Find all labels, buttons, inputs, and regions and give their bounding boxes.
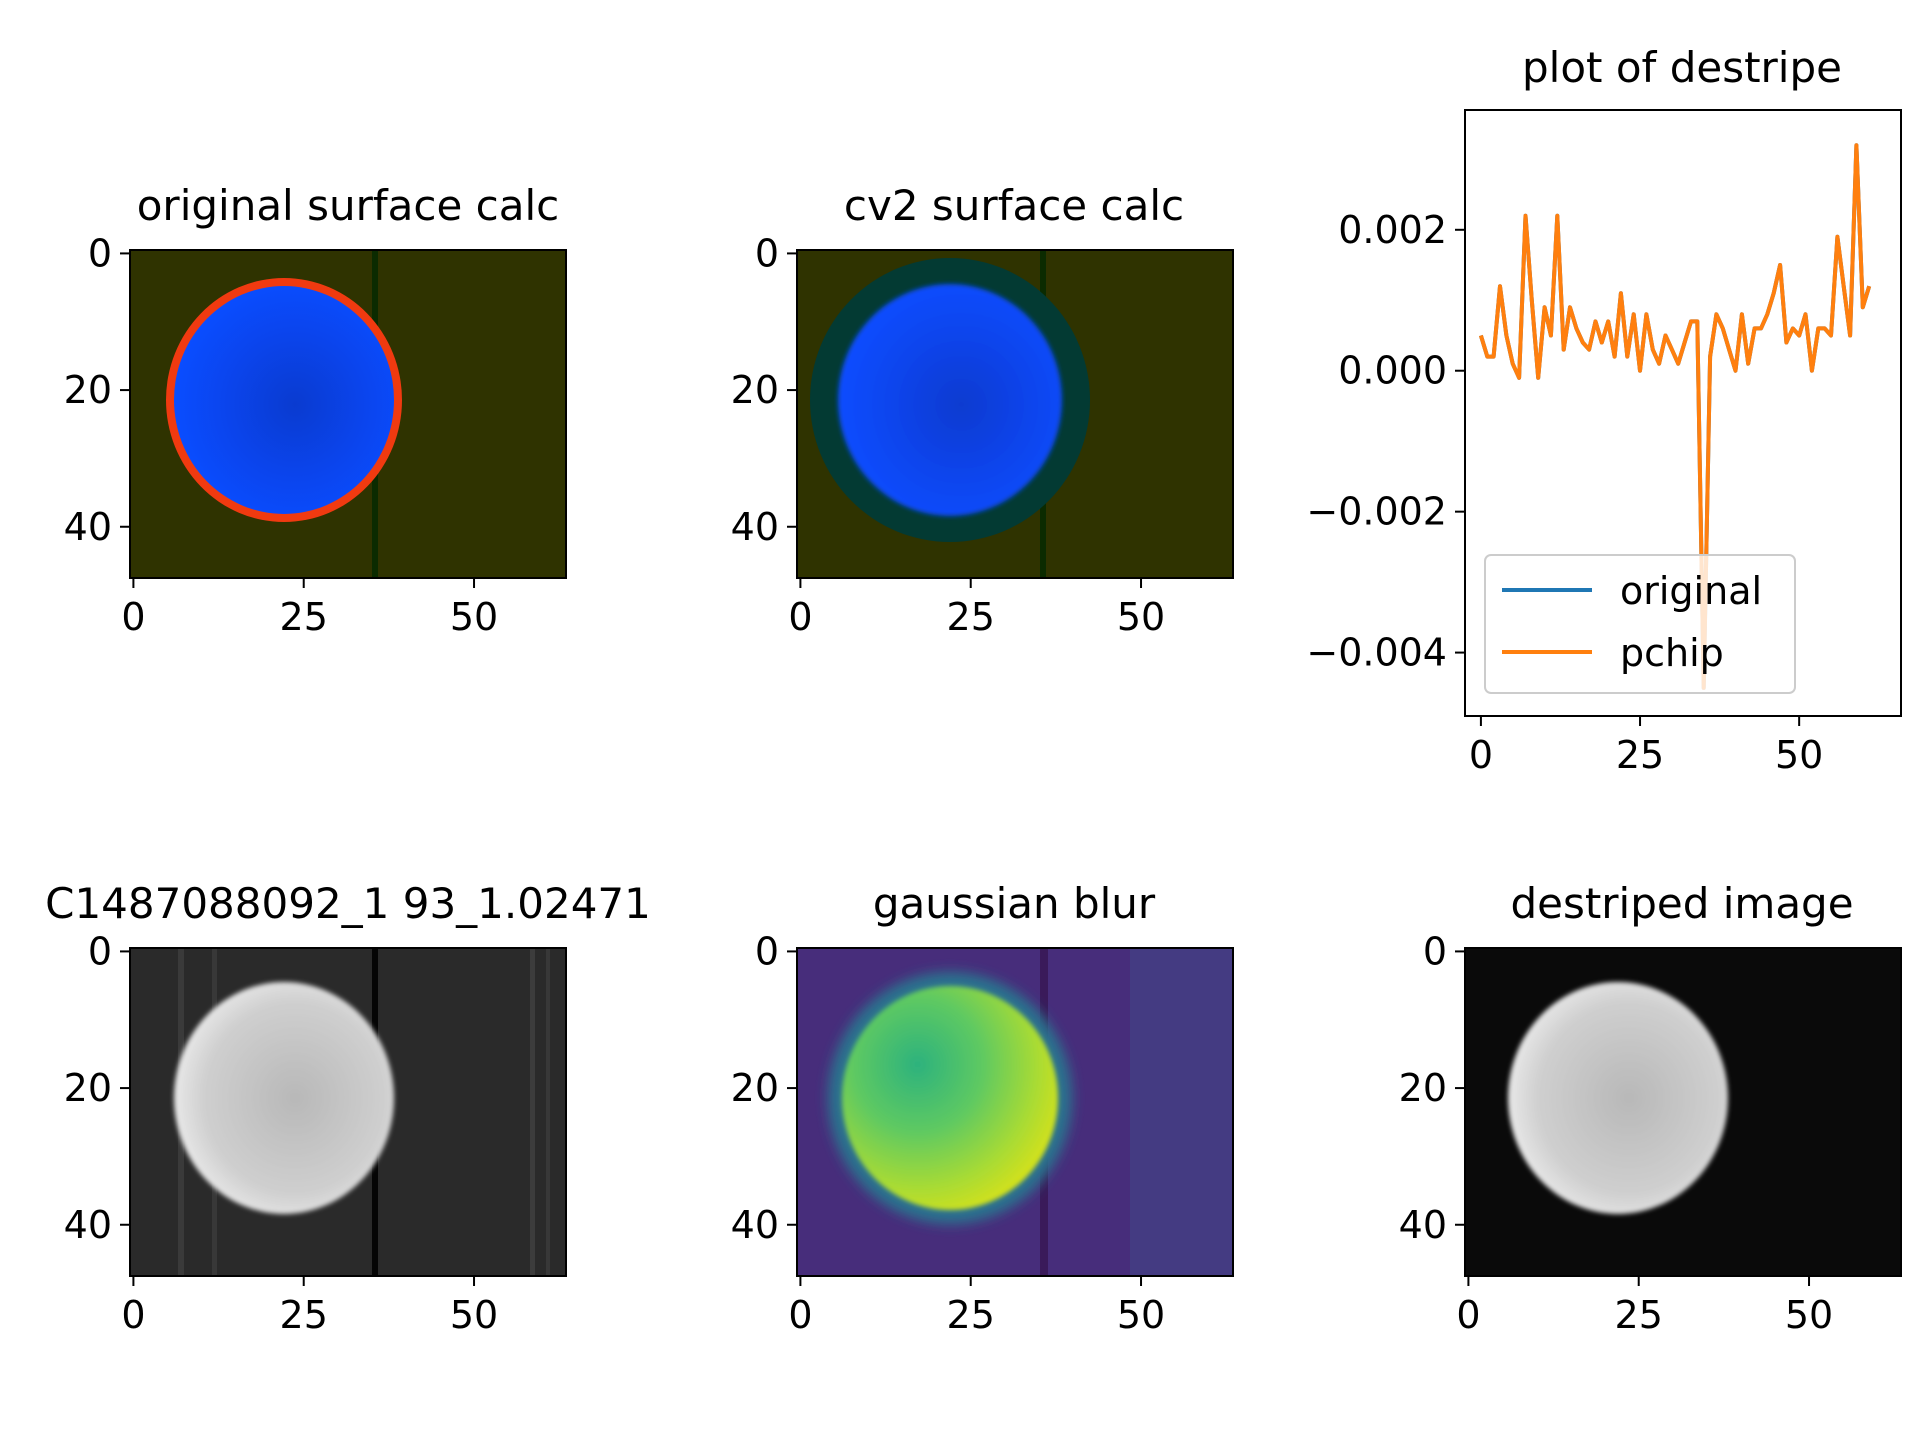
chart-x-tick-label: 25 (1616, 733, 1664, 777)
chart-x-tick-label: 0 (1469, 733, 1493, 777)
y-tick-label: 40 (731, 1203, 779, 1247)
circle-blob (1508, 982, 1728, 1214)
chart-legend: original pchip (1484, 554, 1796, 694)
x-tick-label: 0 (788, 1293, 812, 1337)
circle-blob (174, 982, 394, 1214)
x-tick-label: 50 (450, 1293, 498, 1337)
chart-y-tick-label: 0.002 (1338, 208, 1447, 252)
x-tick-label: 50 (1117, 595, 1165, 639)
chart-x-tick-label: 50 (1775, 733, 1823, 777)
image-frame (796, 249, 1234, 579)
x-tick-label: 0 (121, 595, 145, 639)
y-tick-label: 40 (64, 505, 112, 549)
y-tick-label: 40 (64, 1203, 112, 1247)
image-frame (1464, 947, 1902, 1277)
image-frame (129, 947, 567, 1277)
circle-blob (174, 286, 394, 514)
y-tick-label: 20 (731, 368, 779, 412)
x-tick-label: 25 (1615, 1293, 1663, 1337)
y-tick-label: 20 (1399, 1066, 1447, 1110)
x-tick-label: 25 (280, 595, 328, 639)
x-tick-label: 25 (947, 595, 995, 639)
y-tick-label: 40 (731, 505, 779, 549)
image-stripe (530, 948, 535, 1276)
legend-label-original: original (1620, 569, 1762, 613)
panel-title: destriped image (1510, 879, 1853, 928)
x-tick-label: 50 (1785, 1293, 1833, 1337)
panel-original-surface: original surface calc (129, 181, 567, 579)
x-tick-label: 0 (121, 1293, 145, 1337)
image-stripe (546, 948, 550, 1276)
panel-title: original surface calc (137, 181, 560, 230)
y-tick-label: 40 (1399, 1203, 1447, 1247)
chart-y-tick-label: 0.000 (1338, 349, 1447, 393)
legend-label-pchip: pchip (1620, 631, 1724, 675)
x-tick-label: 0 (788, 595, 812, 639)
panel-title: gaussian blur (873, 879, 1156, 928)
x-tick-label: 25 (947, 1293, 995, 1337)
chart-frame (1464, 109, 1902, 717)
panel-title: C1487088092_1 93_1.02471 (45, 879, 651, 928)
y-tick-label: 0 (1423, 929, 1447, 973)
x-tick-label: 50 (450, 595, 498, 639)
x-tick-label: 50 (1117, 1293, 1165, 1337)
y-tick-label: 0 (755, 231, 779, 275)
y-tick-label: 20 (64, 368, 112, 412)
panel-cv2-surface: cv2 surface calc (796, 181, 1234, 579)
panel-title: cv2 surface calc (844, 181, 1184, 230)
y-tick-label: 0 (88, 231, 112, 275)
image-band (1130, 948, 1233, 1276)
circle-blob (838, 284, 1062, 516)
x-tick-label: 25 (280, 1293, 328, 1337)
panel-gray-clean: destriped image (1464, 879, 1902, 1277)
y-tick-label: 0 (88, 929, 112, 973)
y-tick-label: 0 (755, 929, 779, 973)
y-tick-label: 20 (64, 1066, 112, 1110)
chart-title: plot of destripe (1522, 43, 1842, 92)
destripe-line-chart: plot of destripe 0 25 50 0.002 0.000 −0.002 −0… (1306, 43, 1902, 777)
image-frame (796, 947, 1234, 1277)
panel-gray-striped: C1487088092_1 93_1.02471 (45, 879, 651, 1277)
image-frame (129, 249, 567, 579)
chart-y-tick-label: −0.004 (1306, 631, 1447, 675)
chart-y-tick-label: −0.002 (1306, 490, 1447, 534)
series-line-pchip (1478, 143, 1872, 690)
x-tick-label: 0 (1456, 1293, 1480, 1337)
circle-blob (842, 986, 1058, 1210)
y-tick-label: 20 (731, 1066, 779, 1110)
panel-viridis-blur: gaussian blur (796, 879, 1234, 1277)
